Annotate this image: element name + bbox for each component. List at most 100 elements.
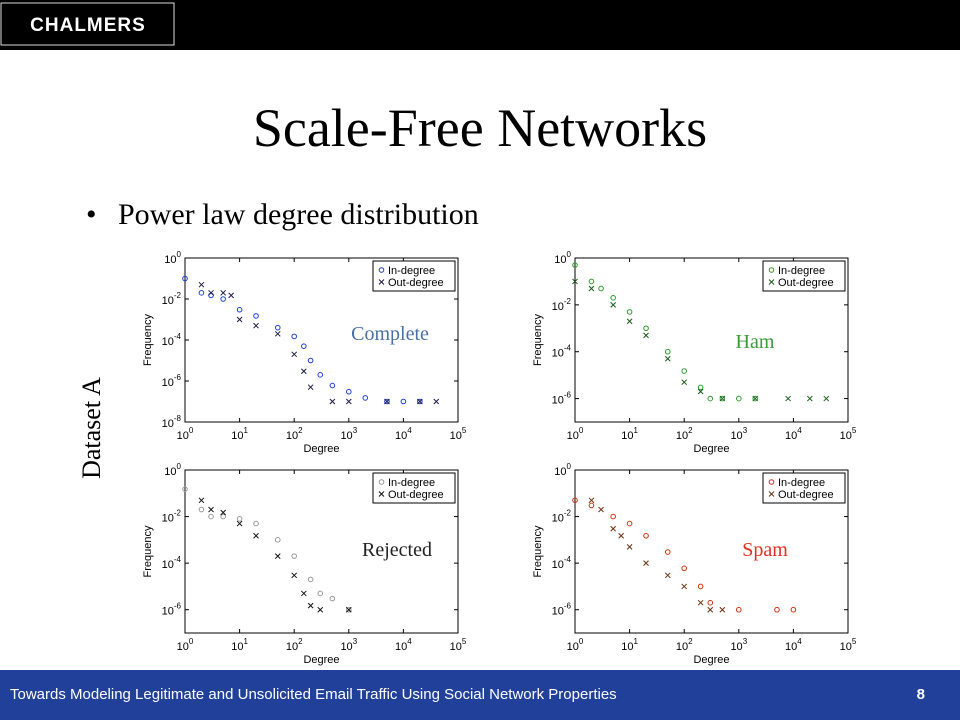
x-tick-label-exponent: 1 [633,426,638,435]
y-tick-label: 10-2 [162,509,182,525]
bullet-text: Power law degree distribution [118,198,479,231]
point [236,520,243,527]
point [626,318,633,325]
point [317,606,324,613]
point [806,395,813,402]
logo: CHALMERS [30,15,146,36]
point [417,398,423,405]
point [707,395,714,402]
y-tick-label-exponent: -4 [564,555,572,564]
y-tick-label-exponent: -6 [564,391,572,400]
chart: 100 101 102 103 104 10510010-210-410-610-8Deg… [142,250,467,455]
x-tick-label: 102 [286,637,303,653]
y-tick-label: 100 [164,462,181,478]
x-tick-label: 105 [450,637,467,653]
legend-marker [768,479,775,485]
x-tick-label-exponent: 5 [852,637,857,646]
point [198,497,205,504]
x-tick-label: 104 [785,426,802,442]
x-tick-label-exponent: 3 [743,426,748,435]
y-tick-label: 10-4 [552,555,572,571]
legend-box [762,260,846,292]
point [588,278,595,285]
y-tick-label: 10-4 [162,332,182,348]
point [610,302,617,308]
point [182,275,188,282]
x-tick-label: 104 [785,637,802,653]
point [664,355,671,362]
point [697,583,704,590]
x-tick-label-exponent: 2 [688,637,693,646]
chart-annotation: Ham [736,331,775,353]
point [664,348,671,355]
point [253,313,259,319]
x-tick-label: 101 [621,637,638,653]
x-tick-label: 102 [676,637,693,653]
legend-marker [378,279,385,285]
point [588,502,595,509]
point [433,398,440,405]
point [274,537,281,543]
x-tick-label-exponent: 2 [688,426,693,435]
y-tick-label: 10-2 [552,509,572,525]
y-tick-label: 10-2 [552,297,572,313]
x-tick-label-exponent: 1 [243,637,248,646]
point [643,532,649,539]
point [291,351,298,358]
point [752,395,759,402]
x-tick-label: 103 [340,426,357,442]
y-tick-label-exponent: -2 [564,509,572,518]
chart-annotation: Spam [742,539,788,561]
point [664,549,671,555]
x-tick-label: 104 [395,637,412,653]
x-tick-label: 102 [286,426,303,442]
point [220,289,227,296]
point [362,395,369,401]
y-axis-label: Frequency [532,314,544,366]
point [307,576,314,583]
legend-label: In-degree [778,265,825,277]
point [291,572,298,579]
legend-label: Out-degree [778,277,834,289]
x-tick-label: 101 [231,637,248,653]
point [719,395,726,402]
y-tick-label-exponent: -2 [174,291,182,300]
y-tick-label: 100 [554,462,571,478]
legend-marker [378,491,385,497]
y-tick-label-exponent: -4 [564,344,572,353]
point [317,590,324,597]
point [774,606,780,613]
x-tick-label-exponent: 2 [298,637,303,646]
point [307,357,314,364]
x-axis-label: Degree [693,443,729,455]
y-tick-label: 10-6 [552,602,572,618]
y-tick-label: 100 [164,250,181,266]
x-tick-label: 105 [840,637,857,653]
point [681,368,688,374]
charts: 100 101 102 103 104 10510010-210-410-610-8Deg… [142,250,857,666]
y-tick-label: 10-2 [162,291,182,307]
x-tick-label-exponent: 3 [743,637,748,646]
legend-box [762,472,846,504]
chart: 100 101 102 103 104 10510010-210-410-6DegreeF… [142,462,467,666]
point [346,388,352,395]
point [329,382,336,389]
point [736,395,742,402]
point [384,398,390,405]
y-tick-label-exponent: -4 [174,332,182,341]
y-tick-label-exponent: -6 [174,373,182,382]
y-axis-label: Frequency [532,525,544,577]
point [384,398,390,405]
point [307,602,314,609]
point [300,368,307,375]
legend-label: Out-degree [778,489,834,501]
legend-label: In-degree [778,477,825,489]
point [253,520,259,527]
y-tick-label: 100 [554,250,571,266]
point [626,309,633,315]
x-tick-label: 105 [450,426,467,442]
y-tick-label: 10-6 [552,391,572,407]
point [236,316,243,323]
point [301,343,307,349]
point [572,278,578,285]
